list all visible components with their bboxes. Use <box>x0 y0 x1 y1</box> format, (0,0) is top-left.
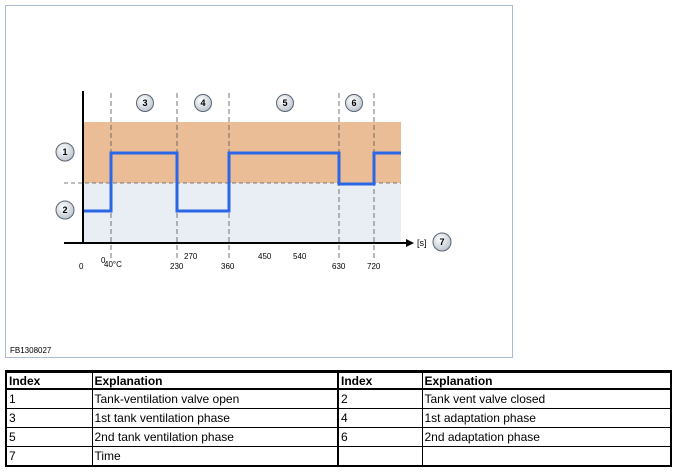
table-cell: 1st tank ventilation phase <box>91 408 339 428</box>
x-tick-label: 630 <box>332 262 346 271</box>
state-badge-open: 1 <box>55 142 75 162</box>
column-header: Index <box>5 370 93 390</box>
table-cell: 5 <box>5 427 93 447</box>
table-cell: 2nd adaptation phase <box>421 427 672 447</box>
x-tick-label: 0 <box>101 256 106 265</box>
table-cell <box>337 446 423 467</box>
x-tick-label: 540 <box>293 252 307 261</box>
x-tick-label: 270 <box>184 252 198 261</box>
x-tick-label: 450 <box>258 252 272 261</box>
column-header: Explanation <box>421 370 672 390</box>
x-tick-label: 720 <box>367 262 381 271</box>
table-cell: 1st adaptation phase <box>421 408 672 428</box>
column-header: Explanation <box>91 370 339 390</box>
x-tick-label: 230 <box>170 262 184 271</box>
table-row: 1 Tank-ventilation valve open 2 Tank ven… <box>5 388 672 409</box>
phase-badge: 4 <box>194 94 212 112</box>
table-cell: Tank vent valve closed <box>421 388 672 409</box>
table-row: 5 2nd tank ventilation phase 6 2nd adapt… <box>5 427 672 447</box>
state-badge-label: 1 <box>62 147 67 157</box>
table-cell: Time <box>91 446 339 467</box>
time-badge-label: 7 <box>439 237 444 247</box>
table-row: 7 Time <box>5 446 672 467</box>
closed-band <box>83 183 401 243</box>
table-cell: 2nd tank ventilation phase <box>91 427 339 447</box>
figure-code: FB1308027 <box>10 346 52 355</box>
valve-signal-line <box>83 151 401 213</box>
table-cell: 3 <box>5 408 93 428</box>
x-tick-label: 40°C <box>104 260 122 269</box>
table-cell: 2 <box>337 388 423 409</box>
x-axis-unit: [s] <box>417 238 427 248</box>
table-row: 3 1st tank ventilation phase 4 1st adapt… <box>5 408 672 428</box>
tank-ventilation-diagram: [s] 0 0 40°C 230 270 360 450 540 630 720… <box>10 91 452 355</box>
phase-badge: 6 <box>345 94 363 112</box>
x-tick-label: 360 <box>221 262 235 271</box>
phase-badge-label: 6 <box>351 98 356 108</box>
phase-badge-label: 5 <box>282 98 287 108</box>
state-badge-label: 2 <box>62 205 67 215</box>
figure-frame: [s] 0 0 40°C 230 270 360 450 540 630 720… <box>5 5 513 358</box>
state-badge-closed: 2 <box>55 200 75 220</box>
table-cell: 6 <box>337 427 423 447</box>
phase-badge-label: 3 <box>142 98 147 108</box>
legend-table: Index Explanation Index Explanation 1 Ta… <box>5 370 672 467</box>
phase-badge: 3 <box>136 94 154 112</box>
table-cell: Tank-ventilation valve open <box>91 388 339 409</box>
table-cell: 4 <box>337 408 423 428</box>
x-tick-label: 0 <box>79 262 84 271</box>
phase-badge: 5 <box>276 94 294 112</box>
phase-badge-label: 4 <box>200 98 205 108</box>
time-badge: 7 <box>432 232 452 252</box>
table-cell: 7 <box>5 446 93 467</box>
column-header: Index <box>337 370 423 390</box>
table-cell: 1 <box>5 388 93 409</box>
table-cell <box>421 446 672 467</box>
x-axis-arrowhead <box>406 239 414 247</box>
table-header-row: Index Explanation Index Explanation <box>5 370 672 390</box>
